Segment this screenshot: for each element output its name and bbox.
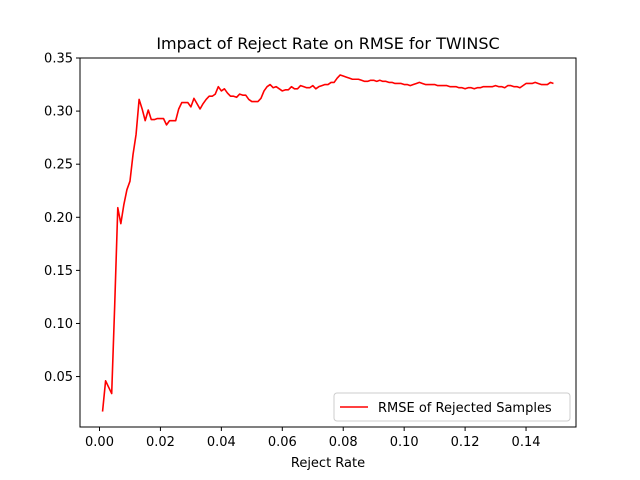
x-tick-label: 0.14 [512, 435, 541, 450]
x-axis-label: Reject Rate [291, 456, 365, 471]
legend: RMSE of Rejected Samples [333, 392, 571, 422]
x-tick-label: 0.12 [451, 435, 480, 450]
y-tick-label: 0.20 [44, 211, 73, 226]
x-tick-label: 0.08 [329, 435, 358, 450]
x-tick-label: 0.06 [268, 435, 297, 450]
x-tick-label: 0.04 [207, 435, 236, 450]
y-tick-label: 0.05 [44, 370, 73, 385]
legend-entry-label: RMSE of Rejected Samples [378, 401, 552, 416]
legend-box [333, 392, 571, 422]
x-tick-label: 0.02 [146, 435, 175, 450]
y-tick-label: 0.25 [44, 158, 73, 173]
y-tick-label: 0.15 [44, 264, 73, 279]
x-axis: 0.00 0.02 0.04 0.06 0.08 0.10 0.12 0.14 [85, 427, 541, 450]
plot-area [79, 57, 577, 428]
x-tick-label: 0.10 [390, 435, 419, 450]
chart-title: Impact of Reject Rate on RMSE for TWINSC [156, 34, 499, 53]
x-tick-label: 0.00 [85, 435, 114, 450]
y-tick-label: 0.10 [44, 317, 73, 332]
series-line-rmse-of-rejected-samples [101, 74, 554, 412]
y-tick-label: 0.30 [44, 105, 73, 120]
y-tick-label: 0.35 [44, 52, 73, 67]
y-axis: 0.05 0.10 0.15 0.20 0.25 0.30 0.35 [44, 52, 80, 385]
